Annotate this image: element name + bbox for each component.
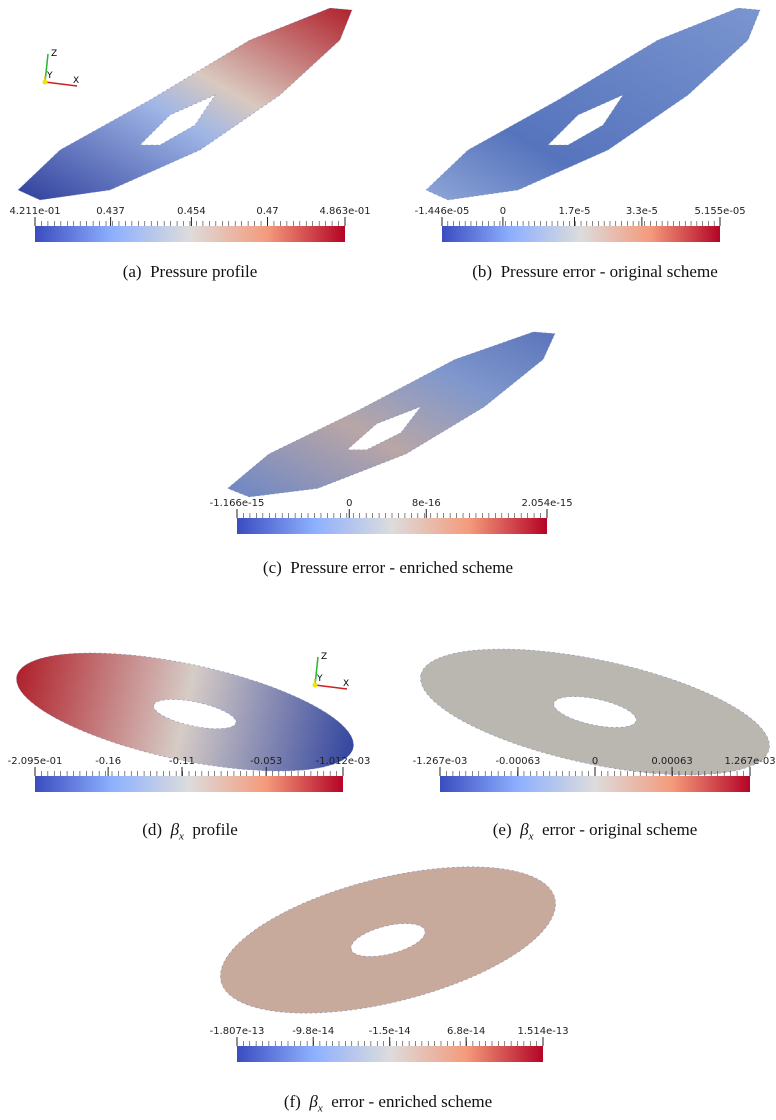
caption-text: Pressure error - original scheme [500, 262, 718, 281]
caption-label: (e) [492, 820, 512, 839]
colorbar-label: 6.8e-14 [447, 1026, 485, 1037]
caption-symbol: β [170, 820, 180, 839]
colorbar-label: -1.166e-15 [210, 498, 265, 509]
colorbar-label: -1.267e-03 [413, 756, 468, 767]
caption-subscript: x [528, 830, 534, 843]
colorbar [440, 776, 750, 792]
caption-text: Pressure error - enriched scheme [290, 558, 514, 577]
caption: (d) βx profile [142, 820, 238, 842]
axis-label: Y [46, 71, 53, 81]
axis-label: Z [51, 49, 57, 59]
colorbar [237, 1046, 543, 1062]
axis-origin [42, 79, 48, 85]
colorbar [35, 226, 345, 242]
mesh [220, 866, 556, 1014]
caption: (f) βx error - enriched scheme [284, 1092, 492, 1114]
caption-text: error - enriched scheme [331, 1092, 493, 1111]
caption-label: (b) [472, 262, 493, 281]
colorbar-label: 0.454 [177, 206, 206, 217]
colorbar [237, 518, 547, 534]
colorbar-label: -1.012e-03 [316, 756, 371, 767]
colorbar-label: -9.8e-14 [292, 1026, 334, 1037]
colorbar-label: 3.3e-5 [626, 206, 658, 217]
caption-symbol: β [309, 1092, 318, 1111]
mesh [425, 7, 761, 201]
caption-subscript: x [317, 1102, 323, 1115]
axis-origin [312, 682, 318, 688]
caption-symbol: β [520, 820, 529, 839]
colorbar-label: -0.16 [95, 756, 121, 767]
colorbar-label: 2.054e-15 [521, 498, 572, 509]
caption: (b) Pressure error - original scheme [472, 262, 717, 282]
axis-label: X [73, 76, 79, 86]
axis-label: X [343, 679, 349, 689]
colorbar-label: -0.11 [169, 756, 195, 767]
caption: (e) βx error - original scheme [493, 820, 698, 842]
caption-label: (f) [283, 1092, 301, 1111]
caption-label: (d) [142, 820, 163, 839]
caption-text: error - original scheme [541, 820, 698, 839]
colorbar-label: 5.155e-05 [694, 206, 745, 217]
colorbar-label: 1.514e-13 [517, 1026, 568, 1037]
mesh [227, 331, 556, 498]
colorbar-label: 0.00063 [651, 756, 692, 767]
colorbar-label: 0.437 [96, 206, 125, 217]
caption: (c) Pressure error - enriched scheme [263, 558, 513, 578]
colorbar-label: 0.47 [256, 206, 278, 217]
colorbar-label: -1.807e-13 [210, 1026, 265, 1037]
mesh [17, 7, 353, 201]
colorbar-label: 8e-16 [412, 498, 441, 509]
axis-x [44, 81, 78, 87]
colorbar-label: 0 [592, 756, 598, 767]
colorbar-label: 0 [500, 206, 506, 217]
caption-text: Pressure profile [150, 262, 258, 281]
colorbar-label: -0.00063 [495, 756, 540, 767]
mesh [16, 652, 354, 772]
colorbar-label: -1.446e-05 [415, 206, 470, 217]
colorbar-label: -1.5e-14 [369, 1026, 411, 1037]
colorbar-label: 1.7e-5 [558, 206, 590, 217]
axis-label: Y [316, 674, 323, 684]
caption-label: (c) [262, 558, 282, 577]
caption-label: (a) [122, 262, 142, 281]
colorbar-label: 4.211e-01 [9, 206, 60, 217]
colorbar [442, 226, 720, 242]
caption-text: profile [192, 820, 238, 839]
colorbar [35, 776, 343, 792]
axis-x [314, 684, 348, 690]
caption: (a) Pressure profile [123, 262, 258, 282]
colorbar-label: 0 [346, 498, 352, 509]
colorbar-label: -0.053 [250, 756, 282, 767]
colorbar-label: 1.267e-03 [724, 756, 775, 767]
colorbar-label: 4.863e-01 [319, 206, 370, 217]
colorbar-label: -2.095e-01 [8, 756, 63, 767]
mesh [420, 648, 770, 776]
axis-label: Z [321, 652, 327, 662]
caption-subscript: x [179, 830, 184, 843]
